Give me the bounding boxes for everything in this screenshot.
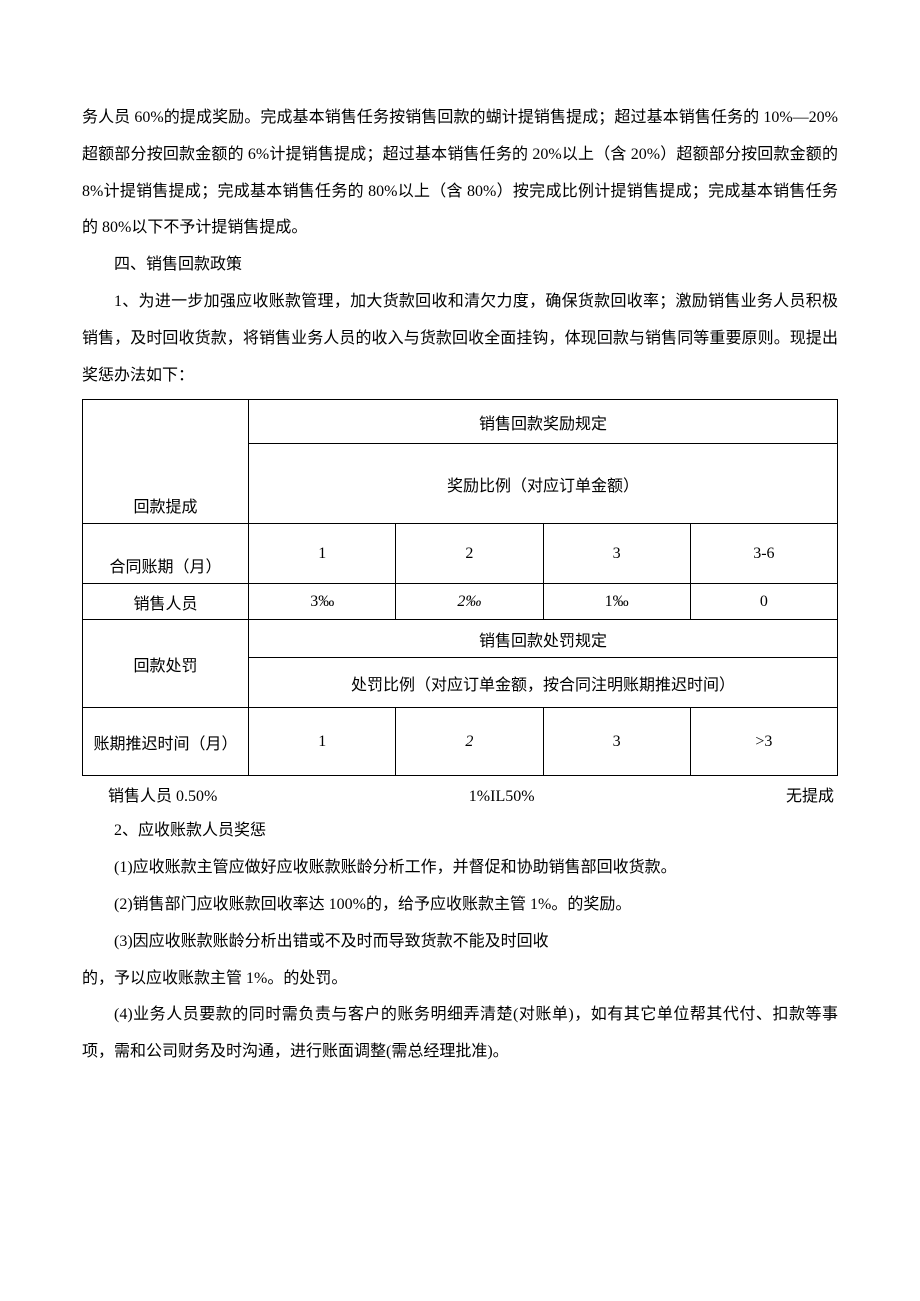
period-4: 3-6 (690, 524, 837, 584)
paragraph-policy-intro: 1、为进一步加强应收账款管理，加大货款回收和清欠力度，确保货款回收率；激励销售业… (82, 284, 838, 394)
contract-period-label: 合同账期（月） (83, 524, 249, 584)
sales-personnel-label: 销售人员 (83, 584, 249, 620)
paragraph-ar-1: (1)应收账款主管应做好应收账款账龄分析工作，并督促和协助销售部回收货款。 (82, 850, 838, 887)
delay-period-3: 3 (543, 708, 690, 776)
paragraph-ar-personnel: 2、应收账款人员奖惩 (82, 813, 838, 850)
delay-period-4: >3 (690, 708, 837, 776)
payment-commission-label: 回款提成 (83, 400, 249, 524)
penalty-title: 销售回款处罚规定 (249, 620, 838, 658)
delay-period-1: 1 (249, 708, 396, 776)
delay-period-2: 2 (396, 708, 543, 776)
reward-ratio-label: 奖励比例（对应订单金额） (249, 444, 838, 524)
penalty-values-row: 销售人员 0.50% 1%IL50% 无提成 (82, 781, 838, 813)
reward-value-4: 0 (690, 584, 837, 620)
penalty-value-1: 销售人员 0.50% (108, 781, 217, 813)
delay-period-label: 账期推迟时间（月） (83, 708, 249, 776)
reward-penalty-table: 回款提成 销售回款奖励规定 奖励比例（对应订单金额） 合同账期（月） 1 2 3… (82, 399, 838, 776)
reward-title: 销售回款奖励规定 (249, 400, 838, 444)
paragraph-ar-3: (3)因应收账款账龄分析出错或不及时而导致货款不能及时回收 (82, 924, 838, 961)
reward-value-1: 3‰ (249, 584, 396, 620)
penalty-ratio-label: 处罚比例（对应订单金额，按合同注明账期推迟时间） (249, 658, 838, 708)
penalty-value-3: 无提成 (786, 781, 834, 813)
period-3: 3 (543, 524, 690, 584)
paragraph-commission-rules: 务人员 60%的提成奖励。完成基本销售任务按销售回款的蝴计提销售提成；超过基本销… (82, 100, 838, 247)
penalty-value-2: 1%IL50% (469, 781, 535, 813)
paragraph-ar-2: (2)销售部门应收账款回收率达 100%的，给予应收账款主管 1%。的奖励。 (82, 887, 838, 924)
period-1: 1 (249, 524, 396, 584)
reward-value-3: 1‰ (543, 584, 690, 620)
paragraph-ar-4: (4)业务人员要款的同时需负责与客户的账务明细弄清楚(对账单)，如有其它单位帮其… (82, 997, 838, 1071)
reward-value-2: 2‰ (396, 584, 543, 620)
paragraph-ar-3-cont: 的，予以应收账款主管 1%。的处罚。 (82, 961, 838, 998)
period-2: 2 (396, 524, 543, 584)
penalty-section-label: 回款处罚 (83, 620, 249, 708)
section-4-title: 四、销售回款政策 (82, 247, 838, 284)
